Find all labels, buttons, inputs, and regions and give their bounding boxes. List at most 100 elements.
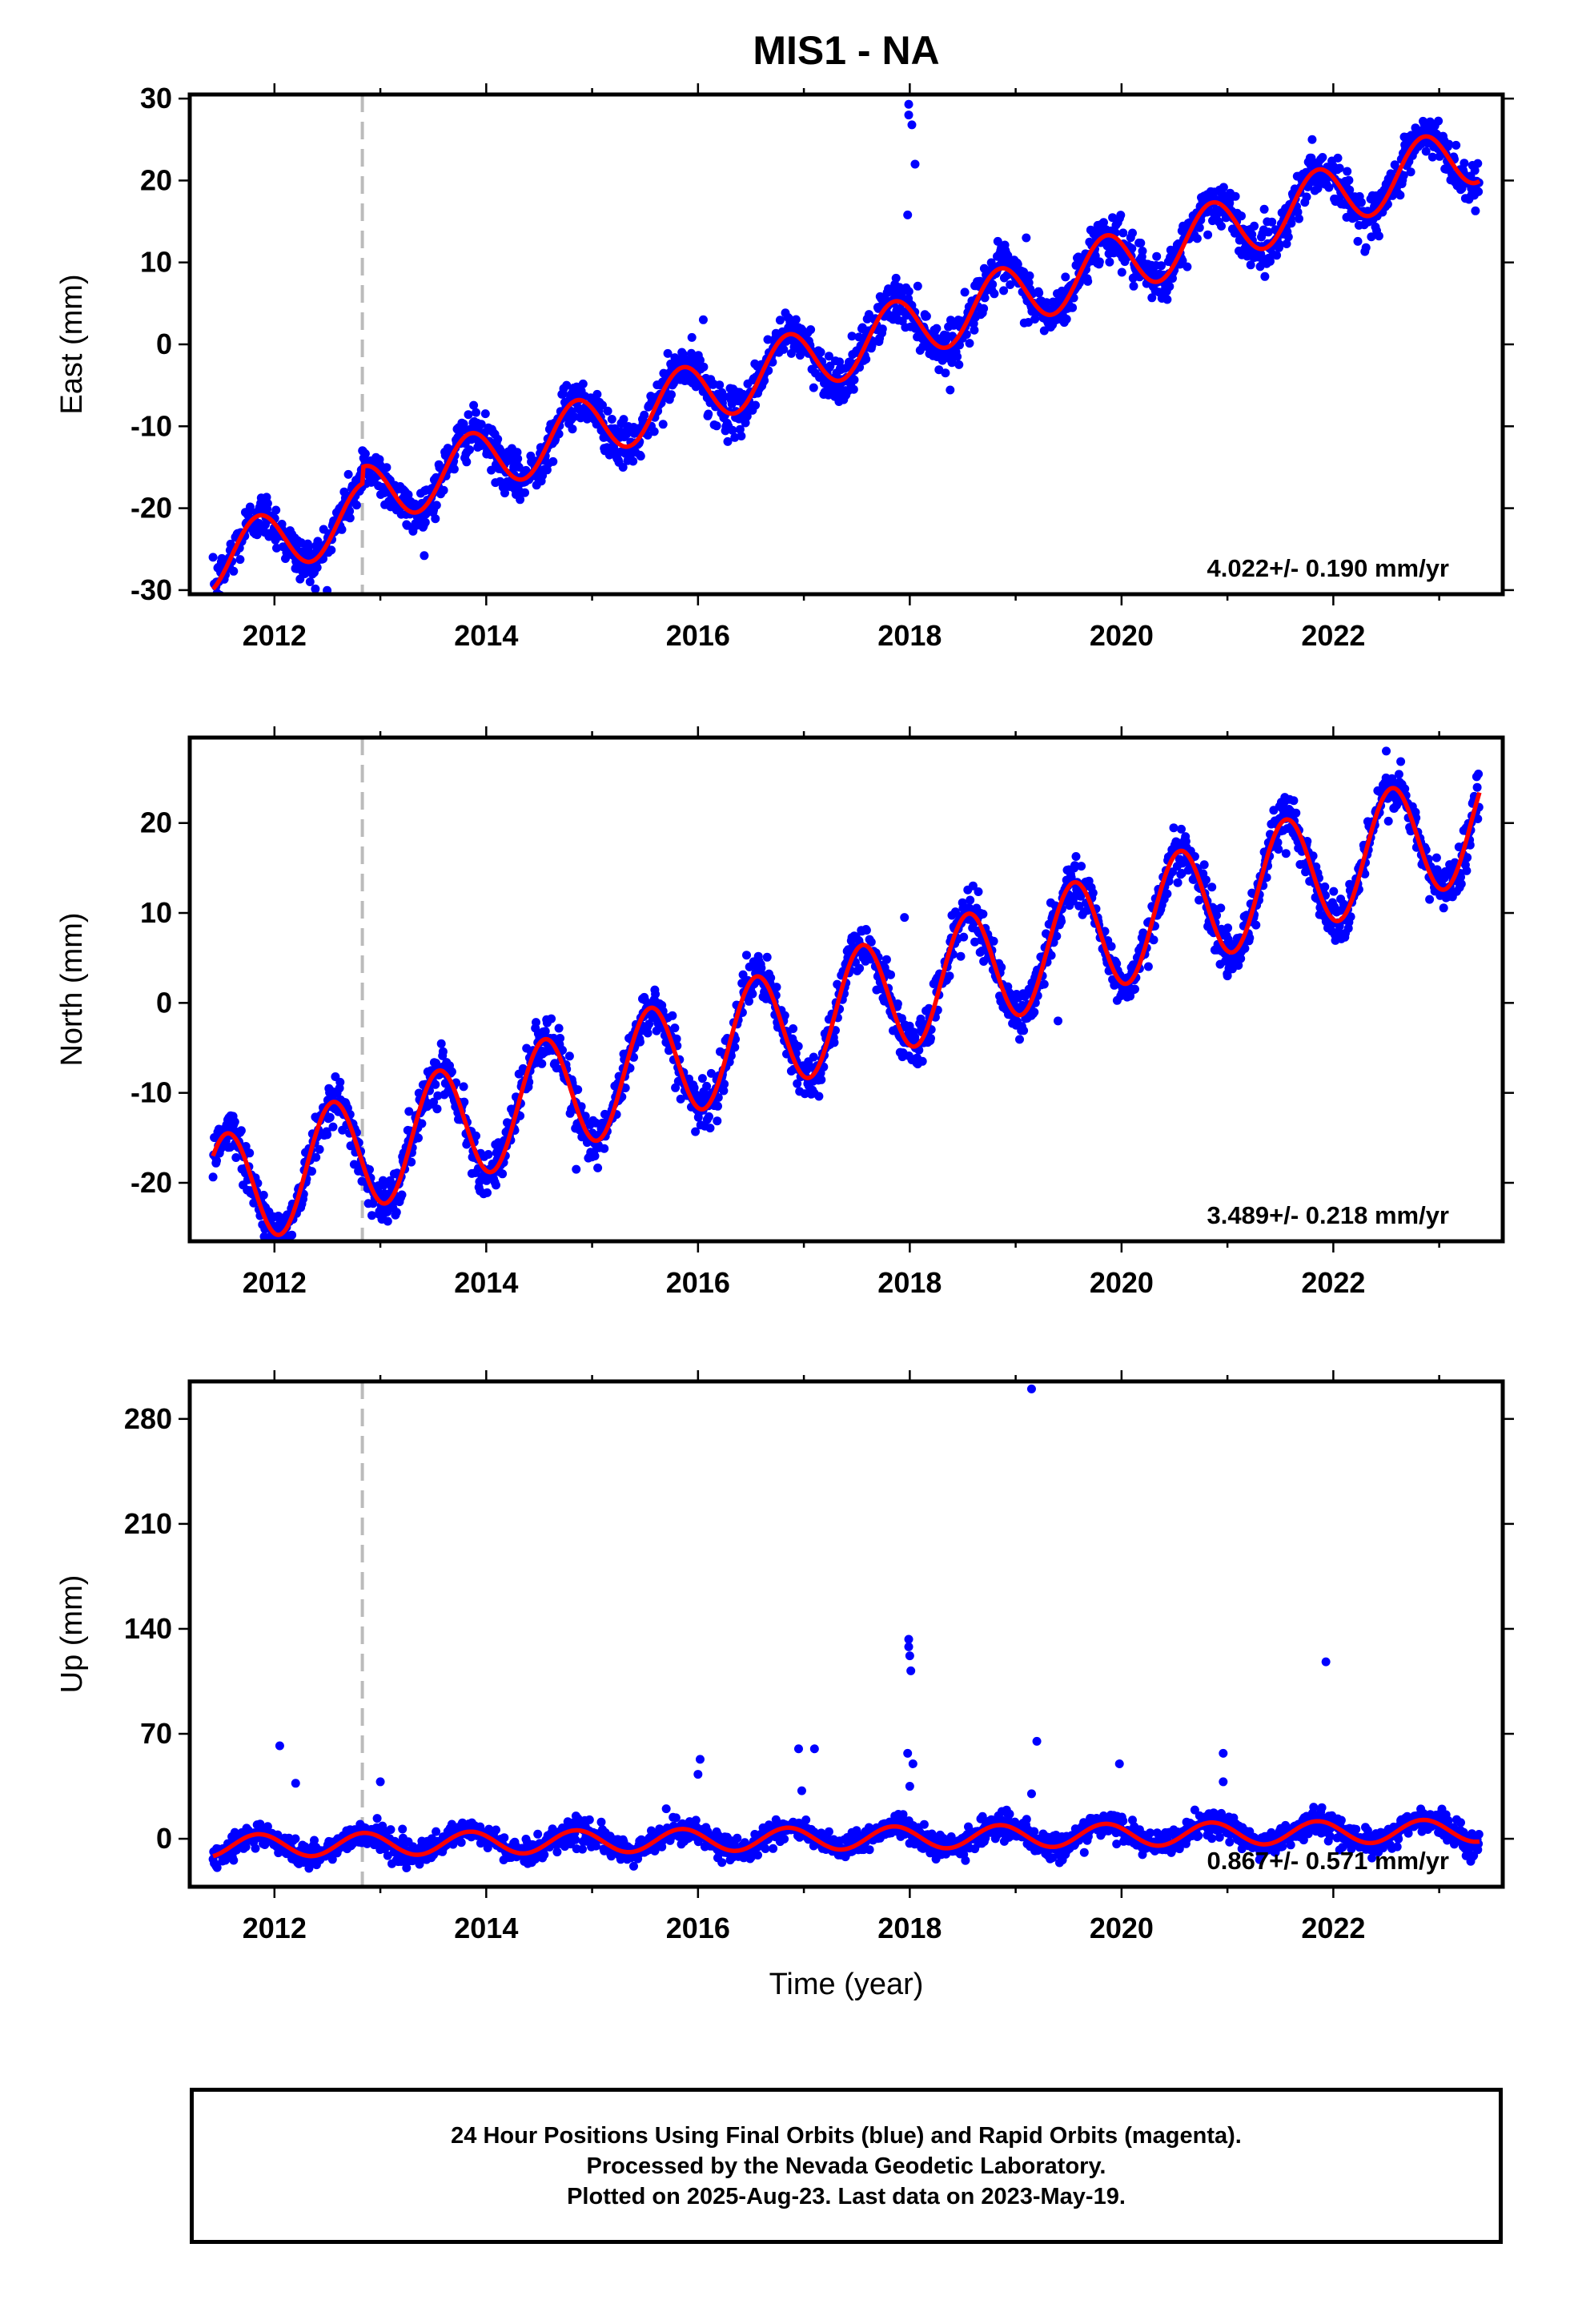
data-point [1267,217,1277,227]
data-point [1117,267,1126,277]
data-point [1030,315,1040,324]
data-point [323,585,332,594]
data-point [1223,923,1233,933]
data-point [420,517,430,527]
data-point [429,1097,439,1107]
data-point [245,1148,255,1158]
data-point [438,1047,448,1056]
data-point [824,352,833,361]
data-point [235,555,245,565]
data-point [1207,883,1217,892]
data-point [1068,303,1078,312]
data-point [305,577,315,586]
data-point [1039,979,1049,989]
data-point [343,469,353,479]
data-point [829,1038,839,1047]
data-point [603,406,612,416]
data-point [1367,232,1376,242]
data-point [990,289,999,299]
data-point [578,379,588,388]
data-point [1361,243,1371,252]
data-point [1452,140,1461,150]
y-tick-label: 20 [140,163,172,196]
data-point [1106,942,1116,951]
data-point [382,463,391,472]
outlier-point [910,159,920,169]
data-point [236,1126,246,1136]
outlier-point [900,913,909,923]
data-point [1295,214,1303,223]
data-point [1006,280,1015,289]
y-tick-label: -20 [130,1166,172,1199]
data-point [591,1118,600,1128]
data-point [513,454,523,464]
data-point [954,360,964,369]
data-point [1192,234,1202,243]
data-point [327,545,336,555]
data-point [1287,219,1296,228]
data-point [1138,247,1147,255]
data-point [325,1112,335,1122]
data-point [456,1838,466,1848]
y-axis-label: North (mm) [55,912,89,1066]
data-point [1439,903,1448,913]
data-point [397,1190,407,1200]
data-point [414,1133,423,1143]
data-point [1460,159,1469,168]
data-point [1263,227,1273,237]
outlier-point [1382,746,1391,756]
data-point [737,432,746,440]
data-point [312,563,322,573]
data-point [492,1180,500,1190]
data-point [1143,962,1153,971]
data-point [1260,271,1270,281]
data-point [590,1152,600,1160]
data-point [1282,239,1291,248]
data-point [1383,816,1393,826]
data-point [861,355,871,364]
data-point [1217,221,1226,231]
data-point [307,1167,316,1176]
data-point [835,357,845,367]
data-point [1088,888,1098,898]
velocity-label: 4.022+/- 0.190 mm/yr [1207,554,1449,582]
gps-timeseries-figure: MIS1 - NA 2012 2014 2016 2018 2020 2022-30-20… [55,28,1514,2001]
data-point [420,551,429,561]
data-point [1318,153,1327,162]
data-point [723,436,733,446]
data-point [345,506,355,516]
x-tick-label: 2020 [1090,619,1154,652]
data-point [1182,262,1192,271]
data-point [814,1092,824,1101]
data-point [548,456,558,466]
data-points [208,99,1484,605]
data-point [439,485,448,495]
data-point [959,932,969,942]
data-point [1129,281,1138,291]
data-point [706,1068,716,1078]
data-point [1177,824,1186,834]
data-point [704,409,713,419]
data-point [287,1230,297,1240]
data-point [1061,272,1070,282]
data-point [1013,259,1022,269]
outlier-point [1054,1016,1063,1026]
x-tick-label: 2018 [877,619,942,652]
y-tick-label: 0 [156,986,172,1019]
data-point [568,424,577,434]
data-point [1147,293,1157,303]
data-point [791,315,801,324]
data-point [251,1844,260,1853]
data-point [978,909,988,919]
data-point [618,463,628,472]
data-point [607,415,616,424]
data-point [211,596,219,605]
data-point [1039,326,1049,336]
data-point [1324,183,1334,192]
data-point [1427,152,1437,162]
data-point [1130,984,1139,994]
data-point [667,390,676,400]
data-point [1421,147,1431,156]
data-point [1353,236,1363,246]
data-point [564,1051,574,1061]
